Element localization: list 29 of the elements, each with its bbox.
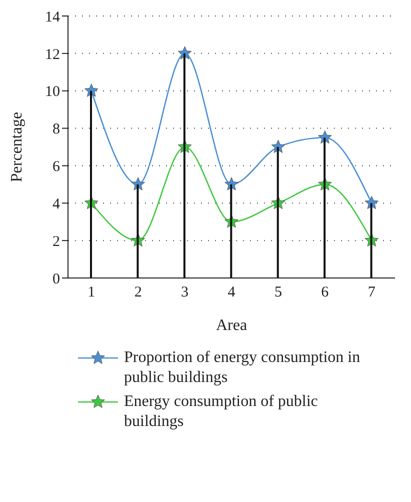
x-tick-label: 4 bbox=[228, 284, 236, 301]
x-tick-label: 6 bbox=[321, 284, 330, 301]
x-axis-title: Area bbox=[216, 317, 248, 334]
bar bbox=[136, 184, 139, 278]
legend-label: Proportion of energy consumption in public buildings bbox=[124, 348, 362, 388]
y-tick-label: 2 bbox=[52, 234, 60, 250]
y-tick-label: 14 bbox=[45, 9, 60, 26]
y-tick-label: 6 bbox=[52, 159, 60, 176]
y-axis-title: Percentage bbox=[8, 112, 26, 182]
bar bbox=[276, 147, 279, 278]
y-tick-label: 4 bbox=[52, 196, 60, 212]
x-tick-label: 7 bbox=[368, 284, 376, 301]
x-tick-label: 1 bbox=[88, 284, 96, 301]
point bbox=[178, 46, 192, 60]
legend-label: Energy consumption of public buildings bbox=[124, 392, 319, 432]
bar bbox=[324, 138, 326, 278]
y-tick-label: 10 bbox=[45, 84, 60, 100]
y-tick-label: 12 bbox=[45, 46, 60, 63]
x-tick-label: 5 bbox=[274, 284, 282, 301]
bar bbox=[90, 90, 92, 278]
y-tick-label: 0 bbox=[52, 271, 60, 288]
y-tick-label: 8 bbox=[52, 122, 60, 138]
point bbox=[131, 177, 145, 190]
point bbox=[84, 84, 98, 97]
bar bbox=[230, 184, 232, 278]
bar bbox=[370, 203, 372, 278]
x-tick-label: 3 bbox=[181, 284, 189, 301]
x-tick-label: 2 bbox=[134, 284, 142, 301]
bar bbox=[183, 53, 186, 278]
